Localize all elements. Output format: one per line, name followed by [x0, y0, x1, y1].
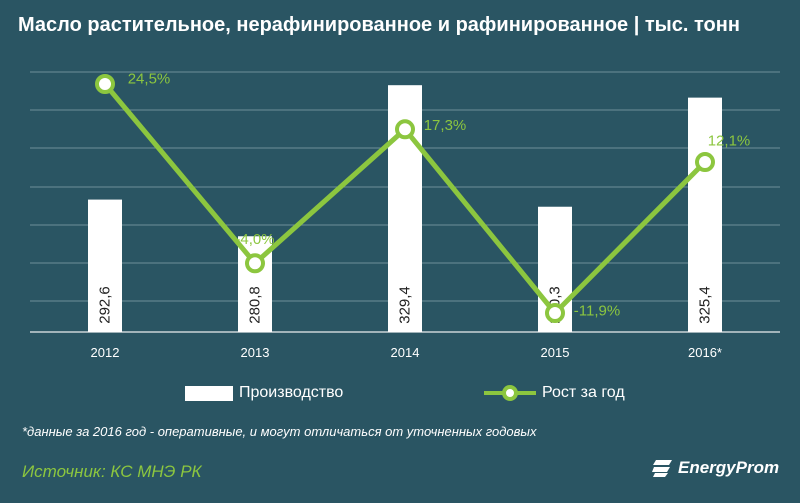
x-tick-2016*: 2016* — [688, 345, 722, 360]
legend-bar-swatch — [185, 385, 233, 401]
x-tick-2012: 2012 — [91, 345, 120, 360]
growth-label-2015: -11,9% — [574, 303, 620, 320]
x-axis-ticks: 2012 2013 2014 2015 2016* — [91, 345, 722, 360]
x-tick-2013: 2013 — [241, 345, 270, 360]
bar-label-2013: 280,8 — [247, 286, 264, 324]
line-series: 24,5% -4,0% 17,3% -11,9% 12,1% — [95, 71, 751, 323]
legend-item-production: Производство — [185, 381, 343, 405]
x-tick-2015: 2015 — [541, 345, 570, 360]
growth-point-2016* — [695, 152, 715, 173]
legend-item-growth: Рост за год — [484, 381, 625, 405]
bar-2012 — [88, 199, 122, 332]
bar-label-2016*: 325,4 — [697, 286, 714, 324]
growth-label-2014: 17,3% — [424, 117, 467, 134]
bar-label-2012: 292,6 — [97, 286, 114, 324]
footnote: *данные за 2016 год - оперативные, и мог… — [22, 424, 537, 439]
legend-label-production: Производство — [239, 384, 344, 401]
growth-point-2012 — [95, 74, 115, 94]
chart-title: Масло растительное, нерафинированное и р… — [18, 14, 740, 36]
logo-text: EnergyProm — [678, 458, 780, 477]
bar-2016* — [688, 97, 722, 332]
growth-label-2016*: 12,1% — [708, 133, 751, 150]
source-note: Источник: КС МНЭ РК — [22, 462, 202, 481]
logo: EnergyProm — [652, 458, 779, 478]
growth-point-2013 — [245, 253, 265, 274]
legend-line-swatch — [484, 385, 536, 401]
x-tick-2014: 2014 — [391, 345, 420, 360]
energyprom-logo-icon — [652, 460, 672, 477]
growth-point-2014 — [395, 119, 415, 140]
growth-label-2013: -4,0% — [235, 231, 274, 248]
bar-label-2014: 329,4 — [397, 286, 414, 324]
growth-point-2015 — [545, 303, 565, 323]
growth-label-2012: 24,5% — [128, 71, 171, 88]
legend-label-growth: Рост за год — [542, 384, 625, 401]
